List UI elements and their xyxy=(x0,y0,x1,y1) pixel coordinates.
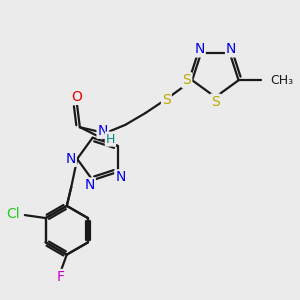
Text: S: S xyxy=(182,73,191,87)
Text: S: S xyxy=(211,94,220,109)
Text: N: N xyxy=(226,42,236,56)
Text: N: N xyxy=(194,42,205,56)
Text: O: O xyxy=(71,90,82,104)
Text: N: N xyxy=(84,178,95,193)
Text: CH₃: CH₃ xyxy=(270,74,293,87)
Text: N: N xyxy=(115,170,126,184)
Text: N: N xyxy=(65,152,76,166)
Text: Cl: Cl xyxy=(6,207,20,220)
Text: S: S xyxy=(162,93,171,106)
Text: F: F xyxy=(57,270,65,284)
Text: N: N xyxy=(98,124,108,138)
Text: H: H xyxy=(106,133,115,146)
